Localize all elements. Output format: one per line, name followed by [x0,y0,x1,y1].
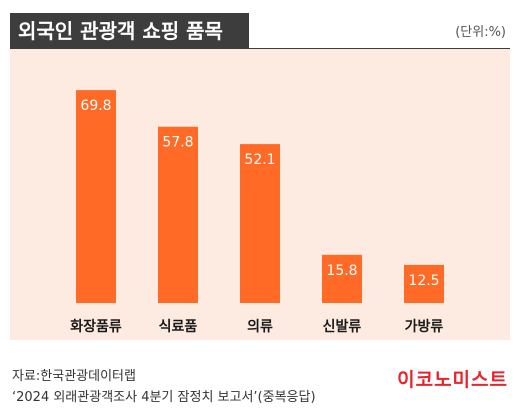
publisher-logo: 이코노미스트 [397,369,508,391]
value-label-1: 69.8 [80,98,111,114]
bar-5 [404,264,444,303]
source-line-1: 자료:한국관광데이터랩 [12,369,136,384]
category-label-3: 의류 [247,318,273,335]
category-label-5: 가방류 [405,318,444,335]
chart-header: 외국인 관광객 쇼핑 품목 (단위:%) [10,13,510,49]
category-label-1: 화장품류 [70,318,122,335]
value-label-5: 12.5 [408,273,439,289]
value-label-2: 57.8 [162,135,193,151]
chart-title: 외국인 관광객 쇼핑 품목 [10,13,249,49]
category-label-2: 식료품 [159,319,198,335]
unit-label: (단위:%) [455,25,506,40]
value-label-3: 52.1 [244,152,275,168]
bar-1 [76,90,116,303]
source-note: 자료:한국관광데이터랩 ‘2024 외래관광객조사 4분기 잠정치 보고서’(중… [12,366,316,408]
source-line-2: ‘2024 외래관광객조사 4분기 잠정치 보고서’(중복응답) [12,390,316,405]
bar-3 [240,144,280,303]
header-divider [249,48,510,49]
plot-area: 69.8 화장품류 57.8 식료품 52.1 의류 15.8 신발류 12.5 가방류 [10,49,510,340]
bar-chart: 69.8 화장품류 57.8 식료품 52.1 의류 15.8 신발류 12.5 가방류 [70,90,444,335]
bar-2 [158,126,198,304]
category-label-4: 신발류 [323,318,362,335]
value-label-4: 15.8 [326,263,357,279]
bar-4 [322,254,362,303]
